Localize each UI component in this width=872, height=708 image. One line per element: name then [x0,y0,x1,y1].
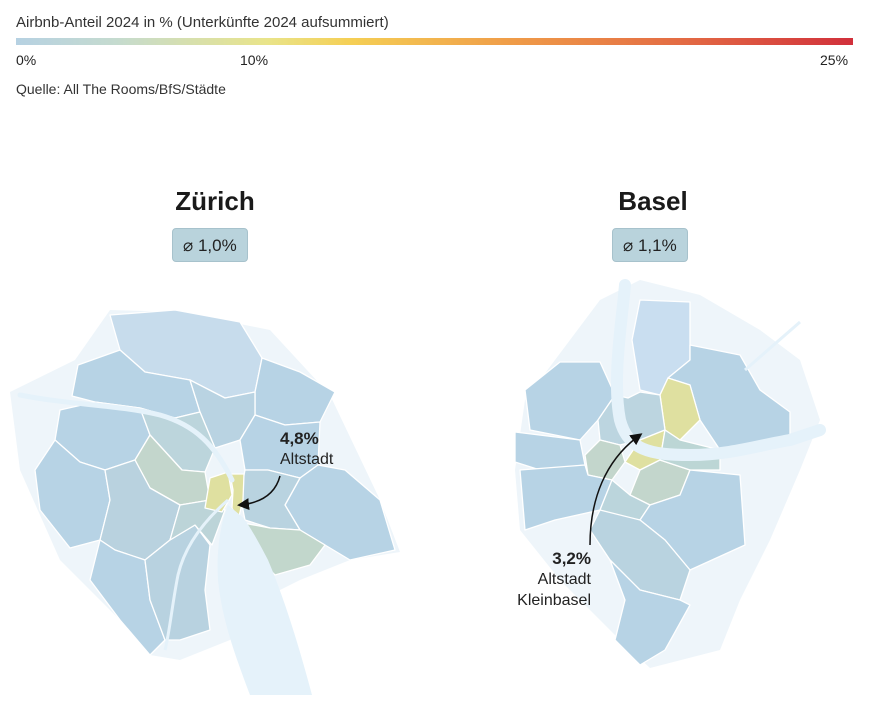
zurich-callout-arrow [237,475,281,511]
limmat-river [17,392,235,483]
city-title-basel: Basel [618,186,688,216]
wiese-river [744,320,801,372]
rhine-river [610,279,826,462]
legend-color-scale [16,38,853,45]
callout-zurich-label: Altstadt [280,451,334,468]
basel-map [514,279,826,668]
source-note: Quelle: All The Rooms/BfS/Städte [16,81,226,97]
city-title-zurich: Zürich [175,186,255,216]
callout-basel-label-line1: Altstadt [537,571,591,588]
callout-zurich-value: 4,8% [280,429,319,448]
legend-tick-0: 0% [16,52,37,68]
lake-zurich [217,505,312,695]
legend-tick-25: 25% [820,52,849,68]
sihl-river [163,498,229,651]
basel-district[interactable] [609,559,691,666]
callout-zurich: 4,8% Altstadt [280,428,333,470]
average-badge-zurich: ⌀ 1,0% [172,228,248,262]
basel-callout-arrow [589,433,643,546]
zurich-map [10,309,400,695]
callout-basel: 3,2% Altstadt Kleinbasel [505,548,591,611]
legend-tick-10: 10% [240,52,269,68]
legend-title: Airbnb-Anteil 2024 in % (Unterkünfte 202… [16,14,389,31]
callout-basel-value: 3,2% [552,549,591,568]
average-badge-basel: ⌀ 1,1% [612,228,688,262]
callout-basel-label-line2: Kleinbasel [517,592,591,609]
